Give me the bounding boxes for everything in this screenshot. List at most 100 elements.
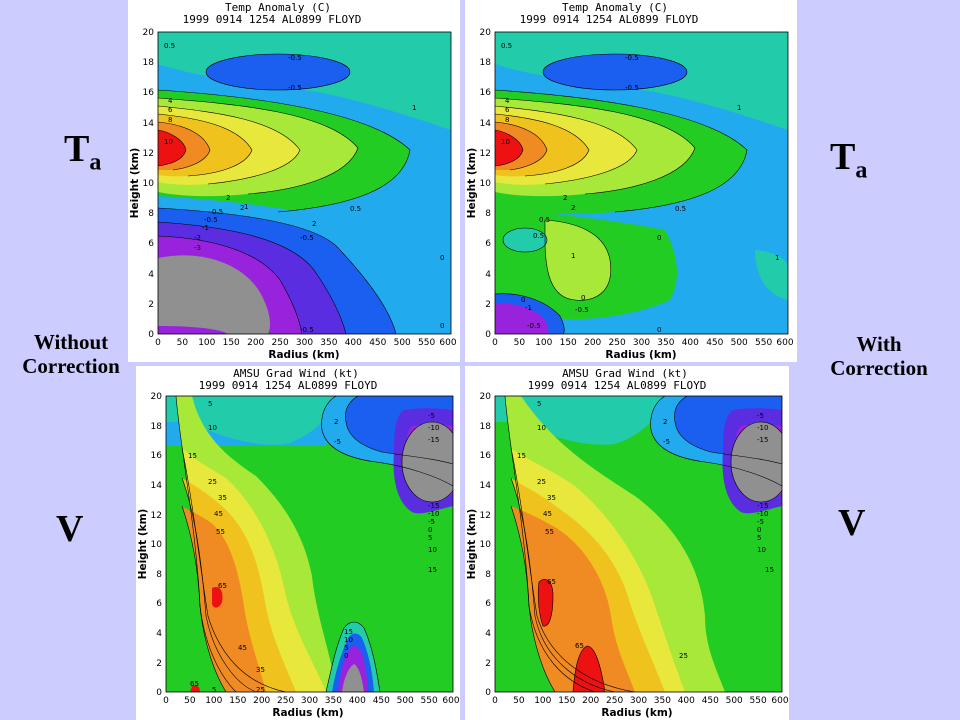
tick-label: 250 — [277, 696, 294, 706]
without-correction-label: Without Correction — [8, 330, 134, 378]
tick-label: 14 — [480, 481, 492, 491]
x-axis-label: Radius (km) — [272, 707, 343, 719]
tick-label: 18 — [143, 58, 155, 68]
contour-value-label: 2 — [571, 204, 575, 212]
panel-title-2: 1999 0914 1254 AL0899 FLOYD — [528, 379, 707, 392]
tick-label: 6 — [148, 239, 154, 249]
tick-label: 0 — [492, 696, 498, 706]
tick-label: 500 — [394, 338, 411, 348]
contour-value-label: -5 — [757, 518, 764, 526]
contour-value-label: 0.5 — [539, 216, 550, 224]
ta-symbol: T — [64, 128, 90, 170]
contour-value-label: 10 — [164, 138, 173, 146]
contour-value-label: 5 — [212, 686, 216, 694]
v-symbol: V — [838, 502, 866, 544]
tick-label: 300 — [630, 696, 647, 706]
tick-label: 2 — [156, 659, 162, 669]
contour-value-label: 65 — [190, 680, 199, 688]
panel-ta-without: Temp Anomaly (C) 1999 0914 1254 AL0899 F… — [128, 0, 460, 362]
contour-value-label: 2 — [663, 418, 667, 426]
panel-title-2: 1999 0914 1254 AL0899 FLOYD — [199, 379, 378, 392]
contour-value-label: 15 — [428, 566, 437, 574]
tick-label: 150 — [558, 696, 575, 706]
with-correction-label: With Correction — [812, 332, 946, 380]
tick-label: 350 — [320, 338, 337, 348]
contour-value-label: 2 — [334, 418, 338, 426]
panel-ta-with: Temp Anomaly (C) 1999 0914 1254 AL0899 F… — [465, 0, 797, 362]
contour-value-label: -5 — [428, 518, 435, 526]
contour-value-label: 25 — [679, 652, 688, 660]
contour-value-label: 0 — [581, 294, 585, 302]
contour-value-label: 5 — [537, 400, 541, 408]
ta-without-plot: Temp Anomaly (C) 1999 0914 1254 AL0899 F… — [129, 1, 457, 361]
contour-value-label: -0.5 — [625, 84, 639, 92]
contour-field — [495, 396, 782, 692]
contour-value-label: 0.5 — [533, 232, 544, 240]
tick-label: 550 — [755, 338, 772, 348]
contour-value-label: 0.5 — [212, 208, 223, 216]
x-axis-label: Radius (km) — [268, 349, 339, 361]
contour-value-label: -5 — [757, 412, 764, 420]
panel-title-1: AMSU Grad Wind (kt) — [562, 367, 688, 380]
tick-label: 250 — [609, 338, 626, 348]
contour-value-label: 0 — [440, 254, 444, 262]
ta-label-left: Ta — [64, 128, 101, 177]
x-axis-label: Radius (km) — [601, 707, 672, 719]
contour-value-label: -10 — [757, 510, 768, 518]
x-tick-labels: 0 50 100 150 200 250 300 350 400 450 500… — [492, 338, 794, 348]
contour-value-label: 15 — [188, 452, 197, 460]
x-tick-labels: 0 50 100 150 200 250 300 350 400 450 500… — [155, 338, 457, 348]
contour-value-label: 45 — [214, 510, 223, 518]
tick-label: 150 — [560, 338, 577, 348]
contour-value-label: -15 — [757, 502, 768, 510]
contour-value-label: 25 — [537, 478, 546, 486]
tick-label: 600 — [439, 338, 456, 348]
contour-value-label: 10 — [537, 424, 546, 432]
contour-value-label: -3 — [194, 244, 201, 252]
x-axis-label: Radius (km) — [605, 349, 676, 361]
contour-value-label: 10 — [428, 546, 437, 554]
y-tick-labels: 0 2 4 6 8 10 12 14 16 18 20 — [143, 28, 155, 340]
tick-label: 2 — [148, 300, 154, 310]
contour-value-label: 1 — [737, 104, 741, 112]
plot-frame — [157, 31, 452, 335]
tick-label: 20 — [480, 392, 492, 402]
tick-label: 16 — [480, 88, 492, 98]
contour-value-label: -10 — [428, 510, 439, 518]
tick-label: 12 — [480, 511, 491, 521]
tick-label: 10 — [151, 540, 163, 550]
v-label-right: V — [838, 502, 865, 546]
contour-value-label: 15 — [765, 566, 774, 574]
y-axis-label: Height (km) — [466, 148, 478, 219]
panel-v-with: AMSU Grad Wind (kt) 1999 0914 1254 AL089… — [465, 366, 789, 720]
tick-label: 0 — [163, 696, 169, 706]
tick-label: 350 — [657, 338, 674, 348]
tick-label: 350 — [325, 696, 342, 706]
tick-label: 450 — [702, 696, 719, 706]
y-tick-labels: 0 2 4 6 8 10 12 14 16 18 20 — [151, 392, 163, 698]
contour-value-label: 1 — [775, 254, 779, 262]
ta-label-right: Ta — [830, 136, 867, 185]
tick-label: 300 — [296, 338, 313, 348]
tick-label: 20 — [480, 28, 492, 38]
contour-value-label: 55 — [216, 528, 225, 536]
contour-value-label: 15 — [517, 452, 526, 460]
tick-label: 450 — [369, 338, 386, 348]
tick-label: 550 — [421, 696, 438, 706]
tick-label: 500 — [397, 696, 414, 706]
tick-label: 300 — [301, 696, 318, 706]
contour-value-label: 65 — [575, 642, 584, 650]
contour-value-label: 0 — [521, 296, 525, 304]
without-line2: Correction — [22, 354, 120, 379]
tick-label: 4 — [156, 629, 162, 639]
contour-value-label: -15 — [428, 502, 439, 510]
tick-label: 14 — [151, 481, 163, 491]
contour-value-label: 0.5 — [350, 205, 361, 213]
y-axis-label: Height (km) — [137, 509, 149, 580]
contour-value-label: 0 — [657, 234, 661, 242]
contour-value-label: -15 — [428, 436, 439, 444]
contour-value-label: 5 — [757, 534, 761, 542]
contour-value-label: 10 — [501, 138, 510, 146]
ta-subscript: a — [855, 157, 868, 184]
ta-symbol: T — [830, 136, 856, 178]
